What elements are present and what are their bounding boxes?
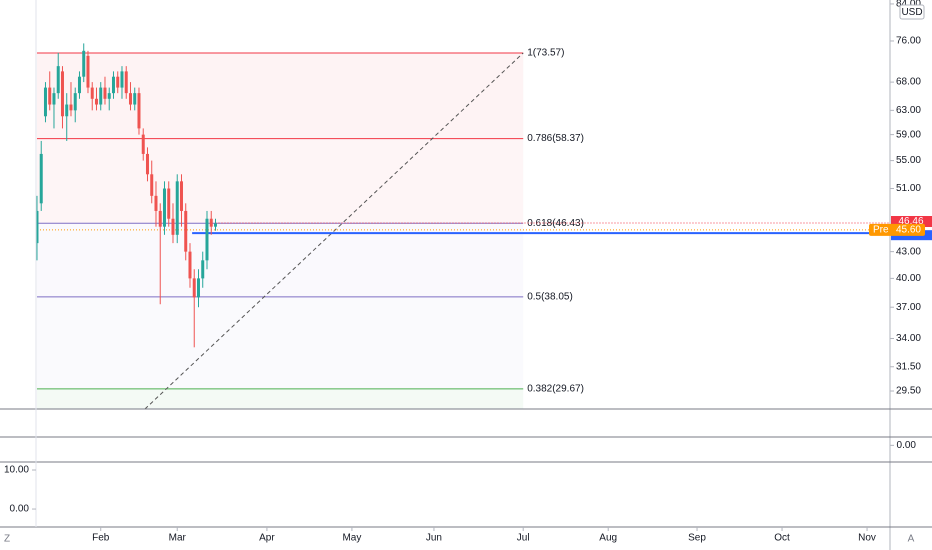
candle-body <box>52 93 56 105</box>
pre-market-name: Pre <box>873 225 889 236</box>
candle-body <box>77 76 81 94</box>
candle-body <box>196 278 200 298</box>
candle-body <box>184 210 188 252</box>
fib-label: 0.382(29.67) <box>527 384 584 395</box>
candle-body <box>145 153 149 175</box>
candle-body <box>124 71 128 94</box>
fib-zone <box>36 223 524 297</box>
candle-body <box>48 87 52 105</box>
x-tick-label: Apr <box>259 533 275 544</box>
candle-body <box>43 87 47 117</box>
candle-body <box>90 87 94 99</box>
x-tick-label: Aug <box>599 533 617 544</box>
y-tick-label: 40.00 <box>896 273 921 284</box>
candle-body <box>150 174 154 196</box>
candle-body <box>205 218 209 261</box>
x-tick-label: Feb <box>92 533 110 544</box>
candle-body <box>82 50 86 77</box>
y-tick-label: 76.00 <box>896 36 921 47</box>
last-price-label: 46.46 <box>898 216 923 227</box>
candle-body <box>86 55 90 88</box>
candle-body <box>99 87 103 105</box>
x-tick-label: Oct <box>774 533 790 544</box>
candle-body <box>141 134 145 154</box>
candle-body <box>175 181 179 235</box>
candle-body <box>56 66 60 94</box>
candle-body <box>213 223 217 227</box>
trend-line <box>144 52 524 410</box>
candle-body <box>171 218 175 235</box>
y-tick-label: 55.00 <box>896 155 921 166</box>
y-tick-label: 51.00 <box>896 183 921 194</box>
x-tick-label: Jun <box>426 533 442 544</box>
x-tick-label: Nov <box>858 533 876 544</box>
candle-body <box>116 76 120 88</box>
pane-tick-label: 10.00 <box>4 465 29 476</box>
pre-market-tag <box>869 223 925 236</box>
candle-body <box>120 71 124 88</box>
candle-body <box>133 93 137 105</box>
candle-body <box>35 210 39 244</box>
candle-body <box>158 210 162 227</box>
candle-body <box>154 195 158 211</box>
fib-label: 0.5(38.05) <box>527 292 573 303</box>
x-tick-label: Mar <box>169 533 187 544</box>
y-tick-label: 34.00 <box>896 333 921 344</box>
candle-body <box>201 260 205 279</box>
fib-label: 1(73.57) <box>527 48 564 59</box>
currency-box <box>899 4 925 20</box>
y-tick-label: 68.00 <box>896 77 921 88</box>
scale-button[interactable]: Z <box>4 534 10 545</box>
price-axis <box>890 0 932 527</box>
candle-body <box>179 181 183 211</box>
candle-body <box>188 251 192 279</box>
x-tick-label: Jul <box>517 533 530 544</box>
currency: USD <box>901 7 922 18</box>
candle-body <box>65 104 69 117</box>
fib-zone <box>37 297 523 389</box>
y-tick-label: 31.50 <box>896 361 921 372</box>
y-tick-label: 63.00 <box>896 105 921 116</box>
fib-zone <box>36 138 524 224</box>
pane-tick-label: 0.00 <box>897 440 917 451</box>
scale-button[interactable]: A <box>908 534 915 545</box>
candle-body <box>60 71 64 117</box>
candle-body <box>192 278 196 298</box>
candle-body <box>162 188 166 227</box>
candle-body <box>94 98 98 105</box>
y-tick-label: 43.00 <box>896 246 921 257</box>
y-tick-label: 37.00 <box>896 302 921 313</box>
candle-body <box>69 104 73 111</box>
candle-body <box>73 93 77 111</box>
pane-tick-label: 0.00 <box>10 504 30 515</box>
x-tick-label: May <box>342 533 361 544</box>
fib-label: 0.786(58.37) <box>527 133 584 144</box>
candle-body <box>167 188 171 219</box>
y-tick-label: 59.00 <box>896 129 921 140</box>
fib-zone <box>36 52 524 139</box>
candle-body <box>107 93 111 99</box>
candle-body <box>137 93 141 129</box>
candle-body <box>111 76 115 94</box>
x-tick-label: Sep <box>688 533 706 544</box>
pre-market-label: 45.60 <box>896 225 921 236</box>
y-tick-label: 29.50 <box>896 386 921 397</box>
candle-body <box>39 153 43 204</box>
candle-body <box>209 218 213 227</box>
candle-body <box>128 93 132 105</box>
fib-label: 0.618(46.43) <box>527 218 584 229</box>
last-price-tag <box>891 216 932 228</box>
candle-body <box>103 87 107 99</box>
fib-zone <box>36 388 524 409</box>
